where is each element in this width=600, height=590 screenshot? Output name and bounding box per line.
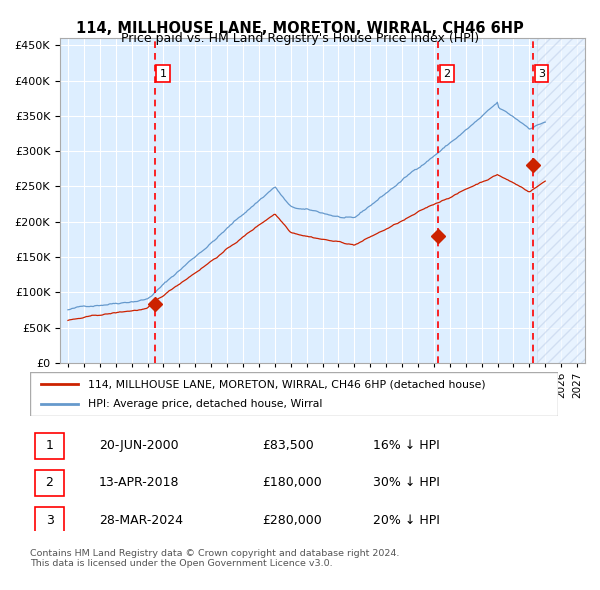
Text: £83,500: £83,500 bbox=[262, 440, 314, 453]
Text: 20-JUN-2000: 20-JUN-2000 bbox=[98, 440, 178, 453]
Text: 114, MILLHOUSE LANE, MORETON, WIRRAL, CH46 6HP: 114, MILLHOUSE LANE, MORETON, WIRRAL, CH… bbox=[76, 21, 524, 35]
Text: 28-MAR-2024: 28-MAR-2024 bbox=[98, 513, 182, 527]
Text: 13-APR-2018: 13-APR-2018 bbox=[98, 477, 179, 490]
Text: 1: 1 bbox=[160, 68, 167, 78]
Text: £180,000: £180,000 bbox=[262, 477, 322, 490]
Text: Contains HM Land Registry data © Crown copyright and database right 2024.
This d: Contains HM Land Registry data © Crown c… bbox=[30, 549, 400, 568]
Bar bbox=[537, 38, 585, 363]
Text: 20% ↓ HPI: 20% ↓ HPI bbox=[373, 513, 440, 527]
Text: Price paid vs. HM Land Registry's House Price Index (HPI): Price paid vs. HM Land Registry's House … bbox=[121, 32, 479, 45]
FancyBboxPatch shape bbox=[35, 433, 64, 459]
FancyBboxPatch shape bbox=[30, 372, 558, 416]
Text: 114, MILLHOUSE LANE, MORETON, WIRRAL, CH46 6HP (detached house): 114, MILLHOUSE LANE, MORETON, WIRRAL, CH… bbox=[88, 379, 486, 389]
FancyBboxPatch shape bbox=[35, 507, 64, 533]
Text: 2: 2 bbox=[46, 477, 53, 490]
Text: 30% ↓ HPI: 30% ↓ HPI bbox=[373, 477, 440, 490]
Text: 3: 3 bbox=[46, 513, 53, 527]
Text: 1: 1 bbox=[46, 440, 53, 453]
Text: 3: 3 bbox=[538, 68, 545, 78]
Text: HPI: Average price, detached house, Wirral: HPI: Average price, detached house, Wirr… bbox=[88, 399, 322, 408]
Bar bbox=[537, 38, 585, 363]
Text: 16% ↓ HPI: 16% ↓ HPI bbox=[373, 440, 440, 453]
Text: £280,000: £280,000 bbox=[262, 513, 322, 527]
Text: 2: 2 bbox=[443, 68, 450, 78]
FancyBboxPatch shape bbox=[35, 470, 64, 496]
